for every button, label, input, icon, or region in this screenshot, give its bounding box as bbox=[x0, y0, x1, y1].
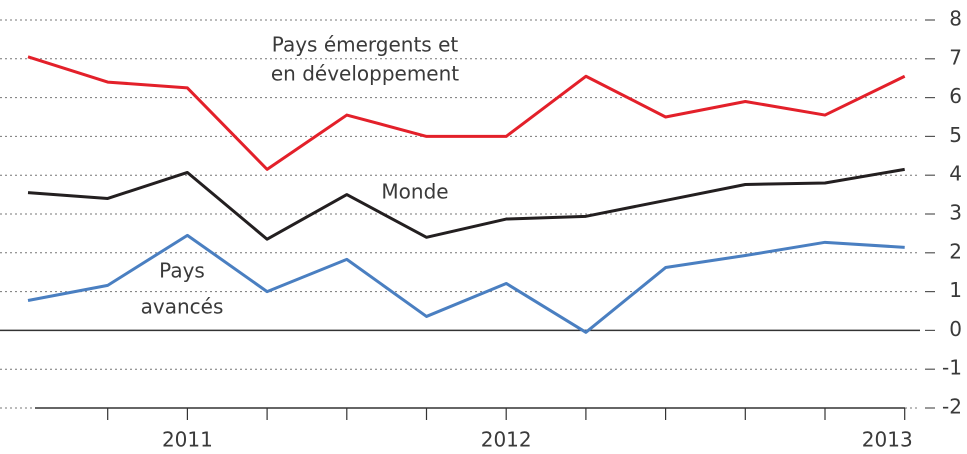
series-label: avancés bbox=[141, 295, 224, 319]
y-tick-label: 3 bbox=[949, 201, 962, 225]
series-label: Pays émergents et bbox=[272, 33, 459, 57]
y-tick-label: 5 bbox=[949, 123, 962, 147]
series-label: en développement bbox=[271, 62, 459, 86]
series-line bbox=[27, 167, 905, 241]
y-tick-label: 2 bbox=[949, 239, 962, 263]
series-line bbox=[27, 233, 905, 334]
x-tick-label: 2013 bbox=[862, 428, 913, 452]
series-label: Monde bbox=[381, 180, 448, 204]
y-tick-label: 7 bbox=[949, 45, 962, 69]
x-tick-label: 2011 bbox=[162, 428, 213, 452]
series-label: Pays bbox=[159, 259, 205, 283]
y-tick-label: 8 bbox=[949, 7, 962, 31]
y-tick-label: 0 bbox=[949, 317, 962, 341]
x-tick-label: 2012 bbox=[481, 428, 532, 452]
y-tick-label: 1 bbox=[949, 278, 962, 302]
y-tick-label: -1 bbox=[942, 356, 962, 380]
series-line bbox=[27, 55, 906, 171]
y-tick-label: 6 bbox=[949, 84, 962, 108]
y-tick-label: 4 bbox=[949, 162, 962, 186]
y-tick-label: -2 bbox=[942, 395, 962, 419]
